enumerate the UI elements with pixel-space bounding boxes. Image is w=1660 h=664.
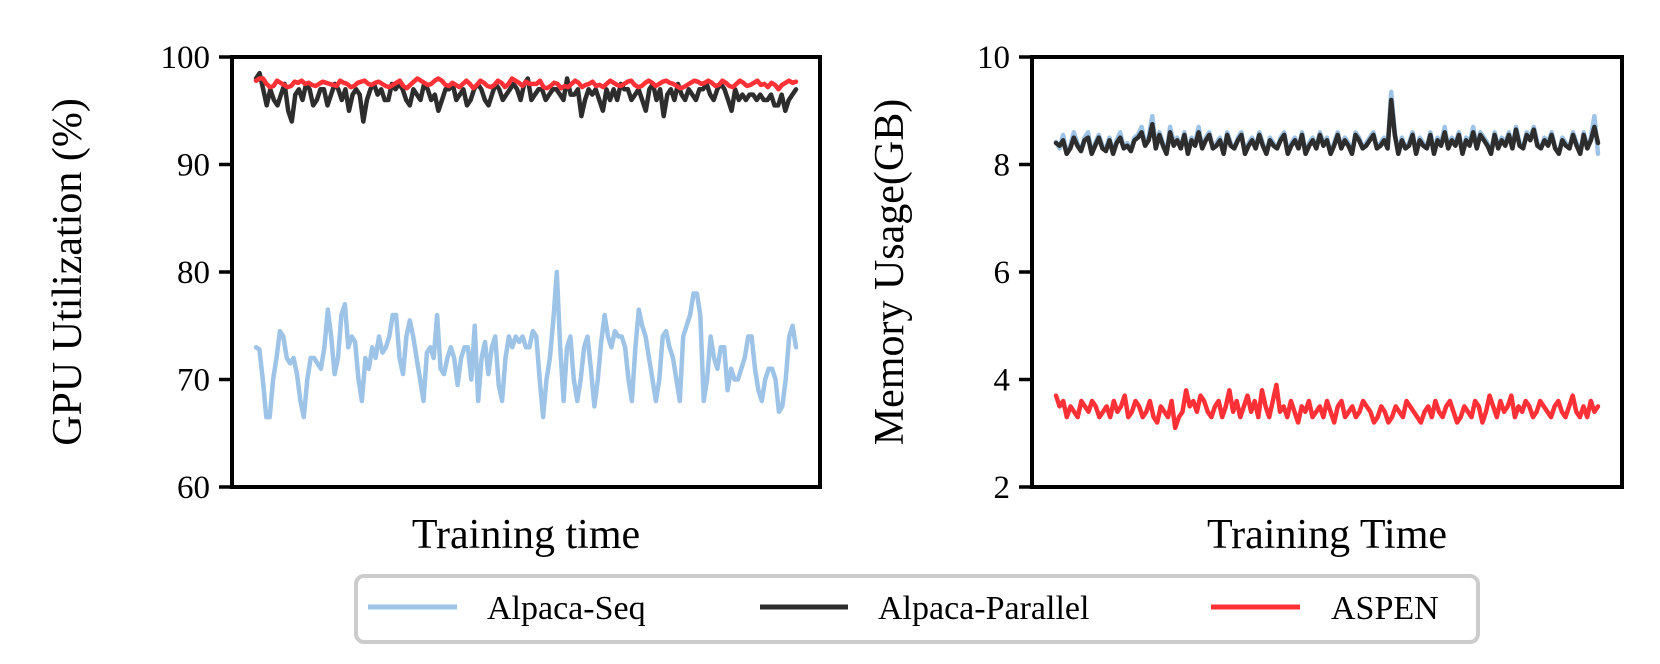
legend-box: [354, 574, 1480, 644]
y-tick-label: 6: [994, 255, 1011, 291]
y-tick-label: 2: [994, 470, 1011, 506]
legend-label-alpaca-seq: Alpaca-Seq: [487, 590, 646, 627]
series-line-alpaca-parallel: [1053, 97, 1601, 157]
y-tick-label: 90: [177, 148, 210, 184]
legend: Alpaca-Seq Alpaca-Parallel ASPEN: [354, 574, 1480, 644]
y-tick-label: 80: [177, 255, 210, 291]
memory-usage-chart: 2 4 6 8 10 Training Time Memory Usage(GB): [867, 40, 1624, 558]
y-tick-label: 100: [161, 40, 211, 76]
gpu-utilization-chart: 60 70 80 90 100 Training time GPU Utilizatio…: [45, 40, 822, 558]
y-tick-label: 10: [977, 40, 1010, 76]
series-line-aspen: [1053, 382, 1601, 431]
x-axis-title: Training time: [412, 512, 640, 558]
series-line-aspen: [253, 76, 799, 92]
y-tick-label: 8: [994, 148, 1011, 184]
y-tick-label: 70: [177, 363, 210, 399]
x-axis-title: Training Time: [1207, 512, 1447, 558]
y-axis-title: Memory Usage(GB): [867, 99, 913, 445]
y-tick-label: 4: [994, 363, 1011, 399]
legend-label-alpaca-parallel: Alpaca-Parallel: [878, 590, 1089, 627]
y-tick-label: 60: [177, 470, 210, 506]
series-line-alpaca-seq: [253, 269, 799, 420]
legend-label-aspen: ASPEN: [1331, 590, 1439, 627]
y-axis-title: GPU Utilization (%): [45, 98, 91, 446]
